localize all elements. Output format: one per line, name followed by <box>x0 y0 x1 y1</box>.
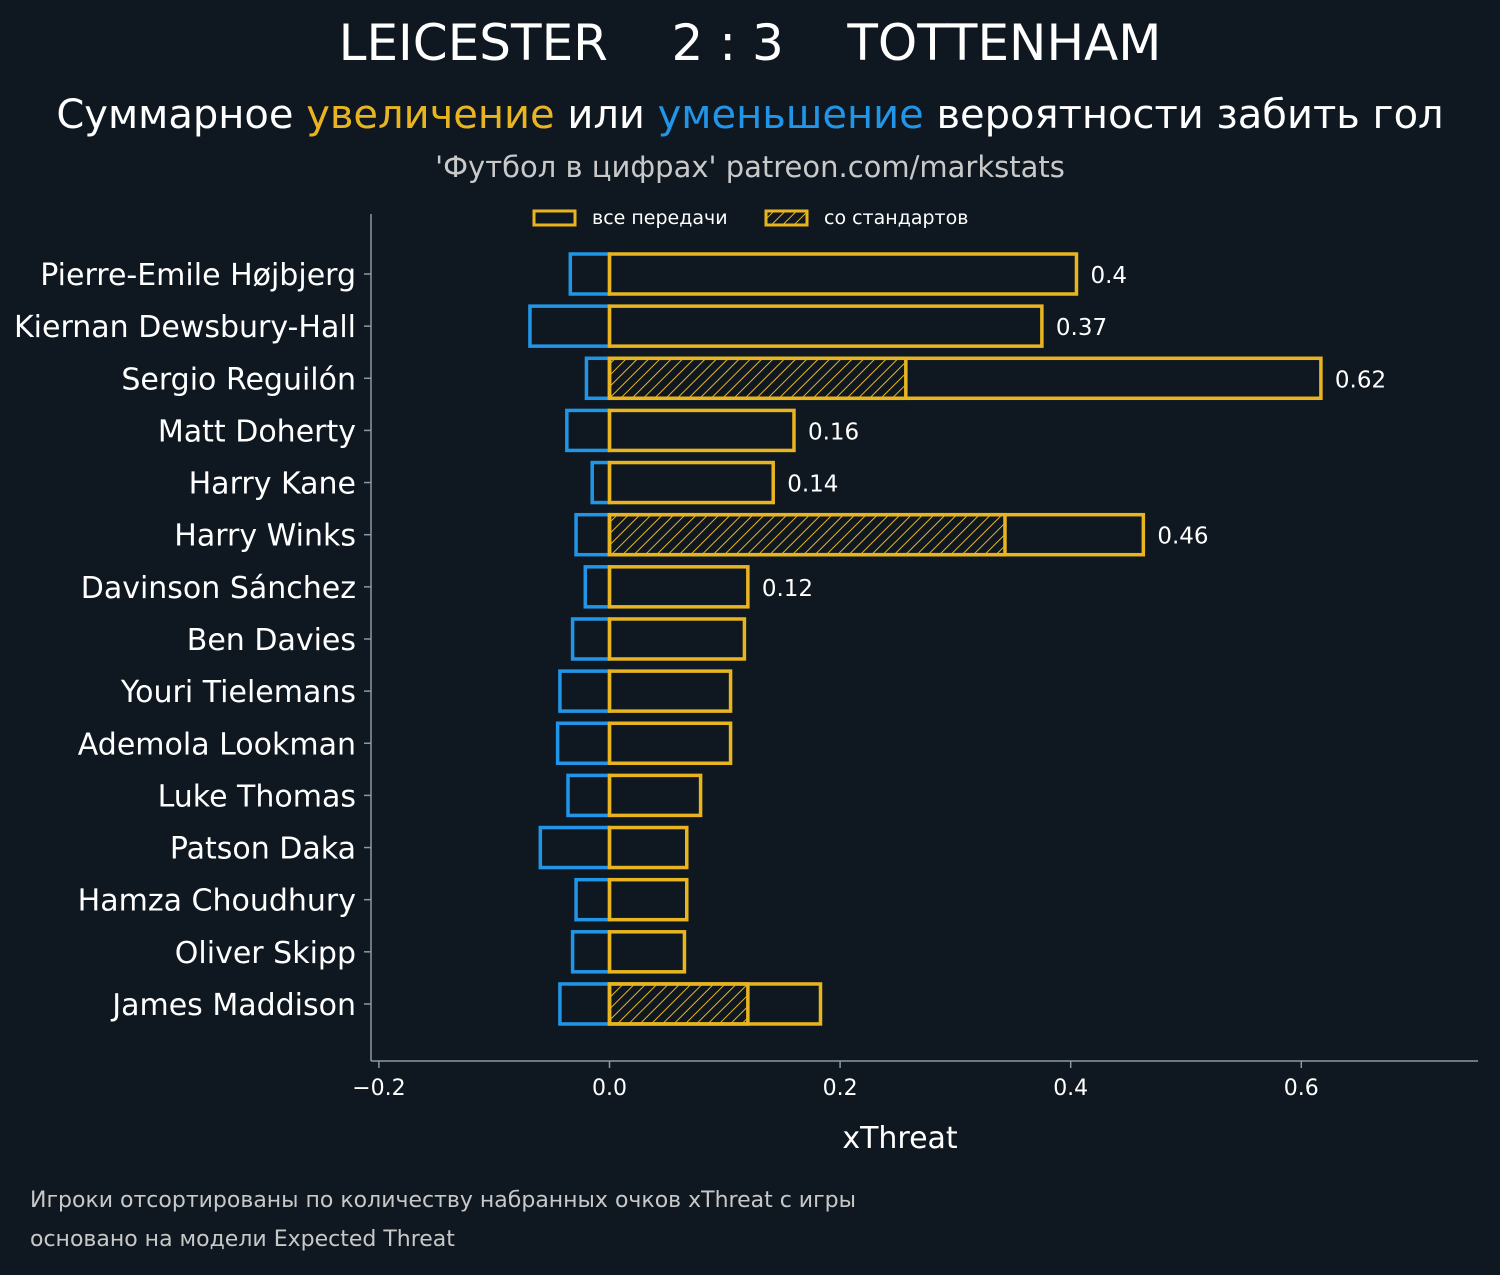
subtitle-part1: Суммарное <box>56 92 307 138</box>
data-label: 0.4 <box>1090 263 1127 289</box>
all-passes-bar <box>607 669 733 713</box>
x-tick-label: 0.6 <box>1284 1076 1319 1101</box>
all-passes-bar <box>607 460 775 505</box>
all-passes-bar <box>607 877 689 922</box>
player-label: Pierre-Emile Højbjerg <box>40 258 356 293</box>
x-tick-label: −0.2 <box>352 1076 405 1101</box>
legend-label-setpiece: со стандартов <box>824 207 968 229</box>
all-passes-bar <box>607 565 750 609</box>
home-team: LEICESTER <box>338 14 608 72</box>
data-label: 0.37 <box>1056 315 1107 341</box>
data-label: 0.14 <box>787 472 838 498</box>
set-piece-bar <box>607 512 1007 557</box>
player-label: Patson Daka <box>170 832 356 867</box>
x-tick-label: 0.0 <box>592 1076 627 1101</box>
all-passes-bar <box>607 512 1146 557</box>
all-passes-bar <box>607 721 733 766</box>
data-label: 0.12 <box>762 576 813 602</box>
data-label: 0.16 <box>808 419 859 445</box>
player-label: Harry Winks <box>174 519 356 554</box>
decrease-bar <box>565 408 612 453</box>
player-label: Kiernan Dewsbury-Hall <box>14 310 356 345</box>
away-team: TOTTENHAM <box>847 14 1162 72</box>
player-label: Matt Doherty <box>158 414 356 449</box>
data-label: 0.62 <box>1335 367 1386 393</box>
x-axis-label: xThreat <box>842 1121 958 1156</box>
subtitle-part3: вероятности забить гол <box>923 92 1444 138</box>
player-label: Oliver Skipp <box>175 936 356 971</box>
credit-line: 'Футбол в цифрах' patreon.com/markstats <box>435 150 1065 184</box>
decrease-bar <box>584 356 612 401</box>
decrease-bar <box>574 512 612 557</box>
player-label: Hamza Choudhury <box>78 884 356 919</box>
player-label: Ademola Lookman <box>78 727 356 762</box>
decrease-bar <box>570 930 612 974</box>
subtitle-increase: увеличение <box>306 92 555 138</box>
x-tick-label: 0.4 <box>1053 1076 1088 1101</box>
all-passes-bar <box>607 773 703 818</box>
match-score: 2 : 3 <box>671 14 784 72</box>
x-tick-label: 0.2 <box>823 1076 858 1101</box>
set-piece-bar <box>607 356 908 401</box>
all-passes-bar <box>607 930 687 974</box>
legend-swatch-all <box>532 209 577 227</box>
set-piece-bar <box>607 982 750 1026</box>
all-passes-bar <box>607 825 689 870</box>
decrease-bar <box>555 721 612 766</box>
decrease-bar <box>590 460 612 505</box>
footnote-sort: Игроки отсортированы по количеству набра… <box>30 1188 856 1213</box>
all-passes-bar <box>607 252 1079 296</box>
decrease-bar <box>568 252 612 296</box>
legend-swatch-setpiece <box>764 209 809 227</box>
decrease-bar <box>558 669 612 713</box>
subtitle-part2: или <box>554 92 658 138</box>
legend-label-all: все передачи <box>592 207 728 229</box>
decrease-bar <box>583 565 612 609</box>
decrease-bar <box>574 877 612 922</box>
player-label: Youri Tielemans <box>120 675 356 710</box>
player-label: Davinson Sánchez <box>81 571 356 606</box>
decrease-bar <box>570 617 612 661</box>
all-passes-bar <box>607 982 823 1026</box>
decrease-bar <box>528 304 612 348</box>
player-label: Sergio Reguilón <box>121 362 356 397</box>
player-label: Harry Kane <box>189 467 356 502</box>
decrease-bar <box>538 825 612 870</box>
decrease-bar <box>558 982 612 1026</box>
all-passes-bar <box>607 356 1323 401</box>
chart-title: LEICESTER 2 : 3 TOTTENHAM <box>0 14 1500 72</box>
subtitle-decrease: уменьшение <box>657 92 924 138</box>
player-label: Ben Davies <box>187 623 356 658</box>
all-passes-bar <box>607 304 1044 348</box>
all-passes-bar <box>607 617 747 661</box>
chart-subtitle: Суммарное увеличение или уменьшение веро… <box>0 92 1500 138</box>
footnote-model: основано на модели Expected Threat <box>30 1227 455 1252</box>
player-label: James Maddison <box>110 988 356 1023</box>
data-label: 0.46 <box>1157 524 1208 550</box>
decrease-bar <box>566 773 612 818</box>
player-label: Luke Thomas <box>158 779 356 814</box>
all-passes-bar <box>607 408 796 453</box>
